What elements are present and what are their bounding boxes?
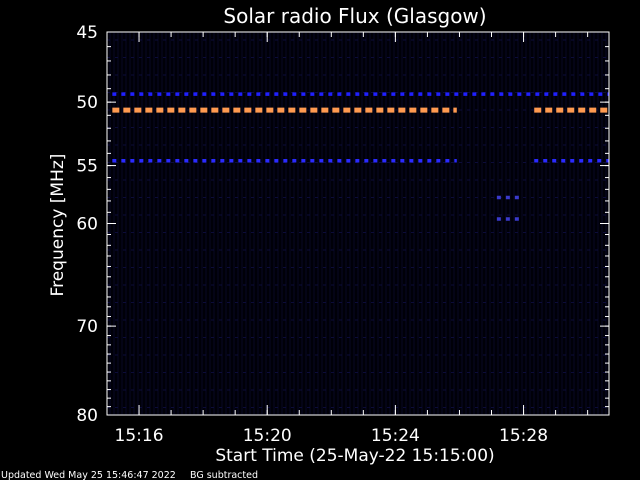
y-tick-label: 80 (76, 406, 98, 426)
emission-bands (112, 92, 609, 221)
x-tick-labels: 15:16 15:20 15:24 15:28 (115, 426, 549, 446)
y-tick-label: 50 (76, 93, 98, 113)
plot-background (107, 32, 609, 415)
x-tick-label: 15:16 (115, 426, 164, 446)
plot-axes (106, 31, 610, 416)
chart-title: Solar radio Flux (Glasgow) (223, 4, 486, 28)
footer-note: BG subtracted (190, 470, 258, 480)
y-tick-label: 70 (76, 317, 98, 337)
footer-updated: Updated Wed May 25 15:46:47 2022 (1, 470, 176, 480)
y-tick-label: 45 (76, 23, 98, 43)
y-tick-label: 60 (76, 215, 98, 235)
x-tick-label: 15:24 (371, 426, 420, 446)
y-tick-label: 55 (76, 157, 98, 177)
x-tick-label: 15:20 (243, 426, 292, 446)
y-axis-label: Frequency [MHz] (48, 154, 68, 297)
x-axis-label: Start Time (25-May-22 15:15:00) (215, 446, 494, 466)
x-tick-label: 15:28 (499, 426, 548, 446)
y-tick-labels: 45 50 55 60 70 80 (76, 23, 98, 426)
